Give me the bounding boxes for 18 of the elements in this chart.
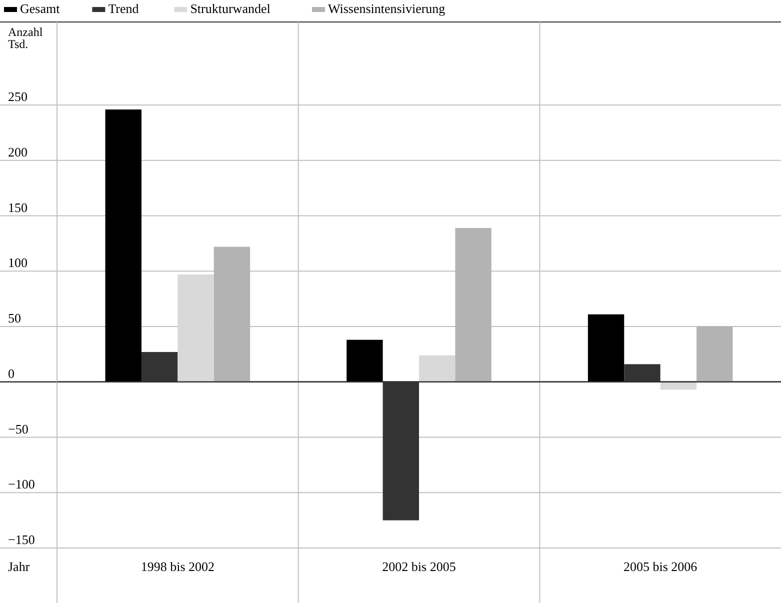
legend-label: Wissensintensivierung <box>328 1 446 16</box>
y-axis-title: Anzahl Tsd. <box>8 25 44 51</box>
x-axis-title: Jahr <box>8 559 30 574</box>
y-tick-label: 0 <box>8 366 14 381</box>
y-tick-label: 50 <box>8 310 21 326</box>
x-tick-label: 1998 bis 2002 <box>140 559 215 574</box>
x-tick-label: 2002 bis 2005 <box>382 559 456 574</box>
y-tick-label: 150 <box>8 200 28 215</box>
y-tick-label: −50 <box>8 421 28 436</box>
y-tick-label: −150 <box>8 532 35 547</box>
y-tick-label: 250 <box>8 89 28 104</box>
legend-label: Gesamt <box>20 1 60 16</box>
y-tick-label: −100 <box>8 476 35 492</box>
y-tick-label: 200 <box>8 144 28 160</box>
legend-label: Strukturwandel <box>190 1 271 16</box>
legend-label: Trend <box>108 1 140 16</box>
x-tick-label: 2005 bis 2006 <box>623 559 698 574</box>
y-tick-label: 100 <box>8 255 28 270</box>
